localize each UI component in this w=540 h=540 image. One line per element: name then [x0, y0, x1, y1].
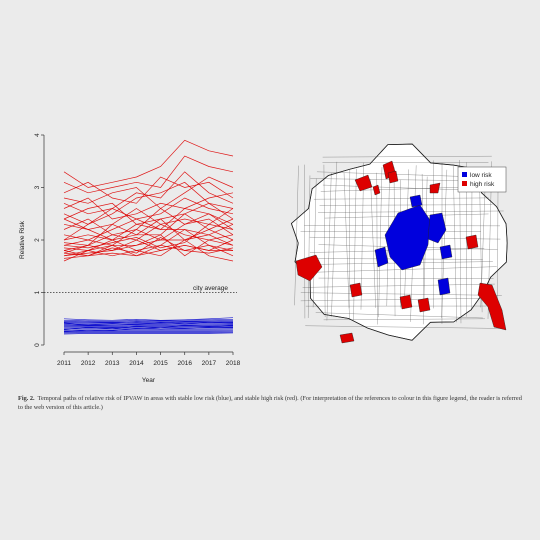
map-street [294, 165, 299, 306]
series-line [64, 329, 234, 332]
legend-box [457, 166, 507, 193]
high-risk-area [349, 282, 363, 298]
map-street [497, 172, 499, 318]
map-street [319, 204, 493, 206]
x-tick-label: 2017 [202, 360, 217, 367]
series-line [63, 326, 234, 332]
high-risk-area [387, 170, 399, 184]
series-line [63, 236, 234, 257]
legend-swatch [462, 181, 467, 186]
y-tick-label: 0 [34, 343, 41, 347]
x-tick-label: 2015 [153, 360, 168, 367]
series-line [63, 234, 234, 257]
x-tick-label: 2014 [129, 360, 144, 367]
low-risk-area [384, 204, 431, 271]
y-tick-label: 4 [34, 133, 41, 137]
reference-line-label: city average [193, 285, 228, 292]
high-risk-area [295, 254, 323, 282]
series-line [63, 324, 234, 330]
figure-caption: Fig. 2. Temporal paths of relative risk o… [18, 394, 526, 412]
series-line [63, 208, 234, 230]
map-street [331, 161, 338, 317]
caption-label: Fig. 2. [18, 395, 35, 402]
high-risk-area [465, 234, 479, 250]
series-line [63, 244, 234, 257]
map-street [322, 156, 492, 158]
map-street [308, 175, 311, 319]
series-line [63, 317, 234, 321]
series-line [63, 223, 234, 249]
map-street [378, 167, 383, 318]
high-risk-area [477, 282, 507, 331]
high-risk-area [339, 332, 355, 344]
map-street [300, 298, 492, 302]
y-axis-label: Relative Risk [19, 220, 26, 259]
series-line [64, 324, 234, 327]
map-street [343, 172, 350, 319]
series-line [63, 208, 234, 236]
series-line [63, 139, 234, 188]
line-chart: 0 1 2 3 4 2011 2012 2013 2014 2015 2016 2017 2018 Yea… [19, 133, 241, 384]
x-tick-label: 2011 [57, 360, 71, 367]
map-street [313, 197, 489, 200]
series-line [63, 202, 234, 225]
series-line [63, 244, 233, 259]
high-risk-area [429, 182, 441, 194]
series-line [63, 181, 234, 241]
map-street [312, 178, 317, 308]
low-risk-area [427, 212, 447, 244]
high-risk-area [417, 297, 431, 313]
legend-swatch [462, 172, 467, 177]
series-line [63, 192, 234, 220]
series-line [63, 176, 234, 204]
series-line [63, 218, 234, 241]
x-tick-label: 2013 [105, 360, 120, 367]
legend-label: high risk [470, 181, 495, 188]
map-street [302, 283, 495, 288]
low-risk-area [409, 194, 423, 208]
map-street [323, 164, 326, 317]
map-legend: low risk high risk [457, 166, 507, 193]
series-line [63, 330, 234, 333]
map-street [453, 165, 457, 323]
map-street [318, 277, 494, 279]
high-risk-area [399, 294, 413, 310]
low-risk-area [374, 246, 389, 268]
map-street [348, 169, 350, 309]
risk-map: low risk high risk [290, 143, 508, 344]
x-tick-label: 2012 [81, 360, 96, 367]
y-tick-label: 1 [34, 290, 41, 294]
series-line [63, 321, 234, 326]
caption-text: Temporal paths of relative risk of IPVAW… [18, 395, 522, 411]
series-line [63, 318, 234, 322]
map-street [315, 312, 483, 319]
series-line [63, 331, 234, 334]
series-line [63, 223, 234, 246]
map-boundary [290, 143, 508, 341]
high-risk-area [372, 184, 381, 196]
x-tick-label: 2016 [177, 360, 192, 367]
map-street [376, 172, 378, 325]
high-risk-area [354, 174, 373, 192]
low-risk-area [439, 244, 453, 260]
series-line [63, 208, 234, 241]
series-line [63, 332, 234, 335]
x-tick-label: 2018 [226, 360, 241, 367]
legend-label: low risk [470, 172, 492, 179]
series-line [63, 218, 234, 262]
series-line [63, 319, 234, 323]
series-line [63, 155, 234, 194]
x-axis-label: Year [142, 377, 156, 384]
map-street [312, 266, 497, 273]
y-tick-label: 3 [34, 185, 41, 189]
map-street [300, 292, 502, 296]
map-street [326, 173, 332, 321]
map-street [370, 179, 376, 308]
map-street [305, 325, 502, 329]
low-risk-area [437, 277, 451, 296]
y-tick-label: 2 [34, 238, 41, 242]
